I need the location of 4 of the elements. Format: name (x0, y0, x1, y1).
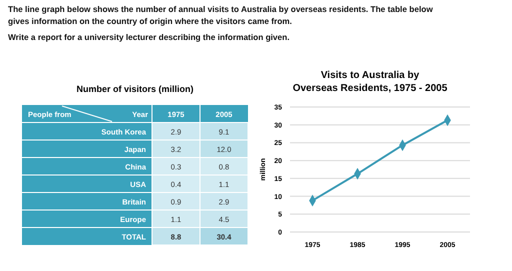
text: The line graph below shows the number of annual visits to Australia by overseas residents. The table below gives information on the country of origin where the visitors came from. (8, 4, 434, 26)
text: Write a report for a university lecturer describing the information given. (8, 32, 290, 42)
chart-title: Visits to Australia by Overseas Residents, 1975 - 2005 (292, 70, 448, 94)
chart-title: Number of visitors (million) (76, 84, 194, 94)
